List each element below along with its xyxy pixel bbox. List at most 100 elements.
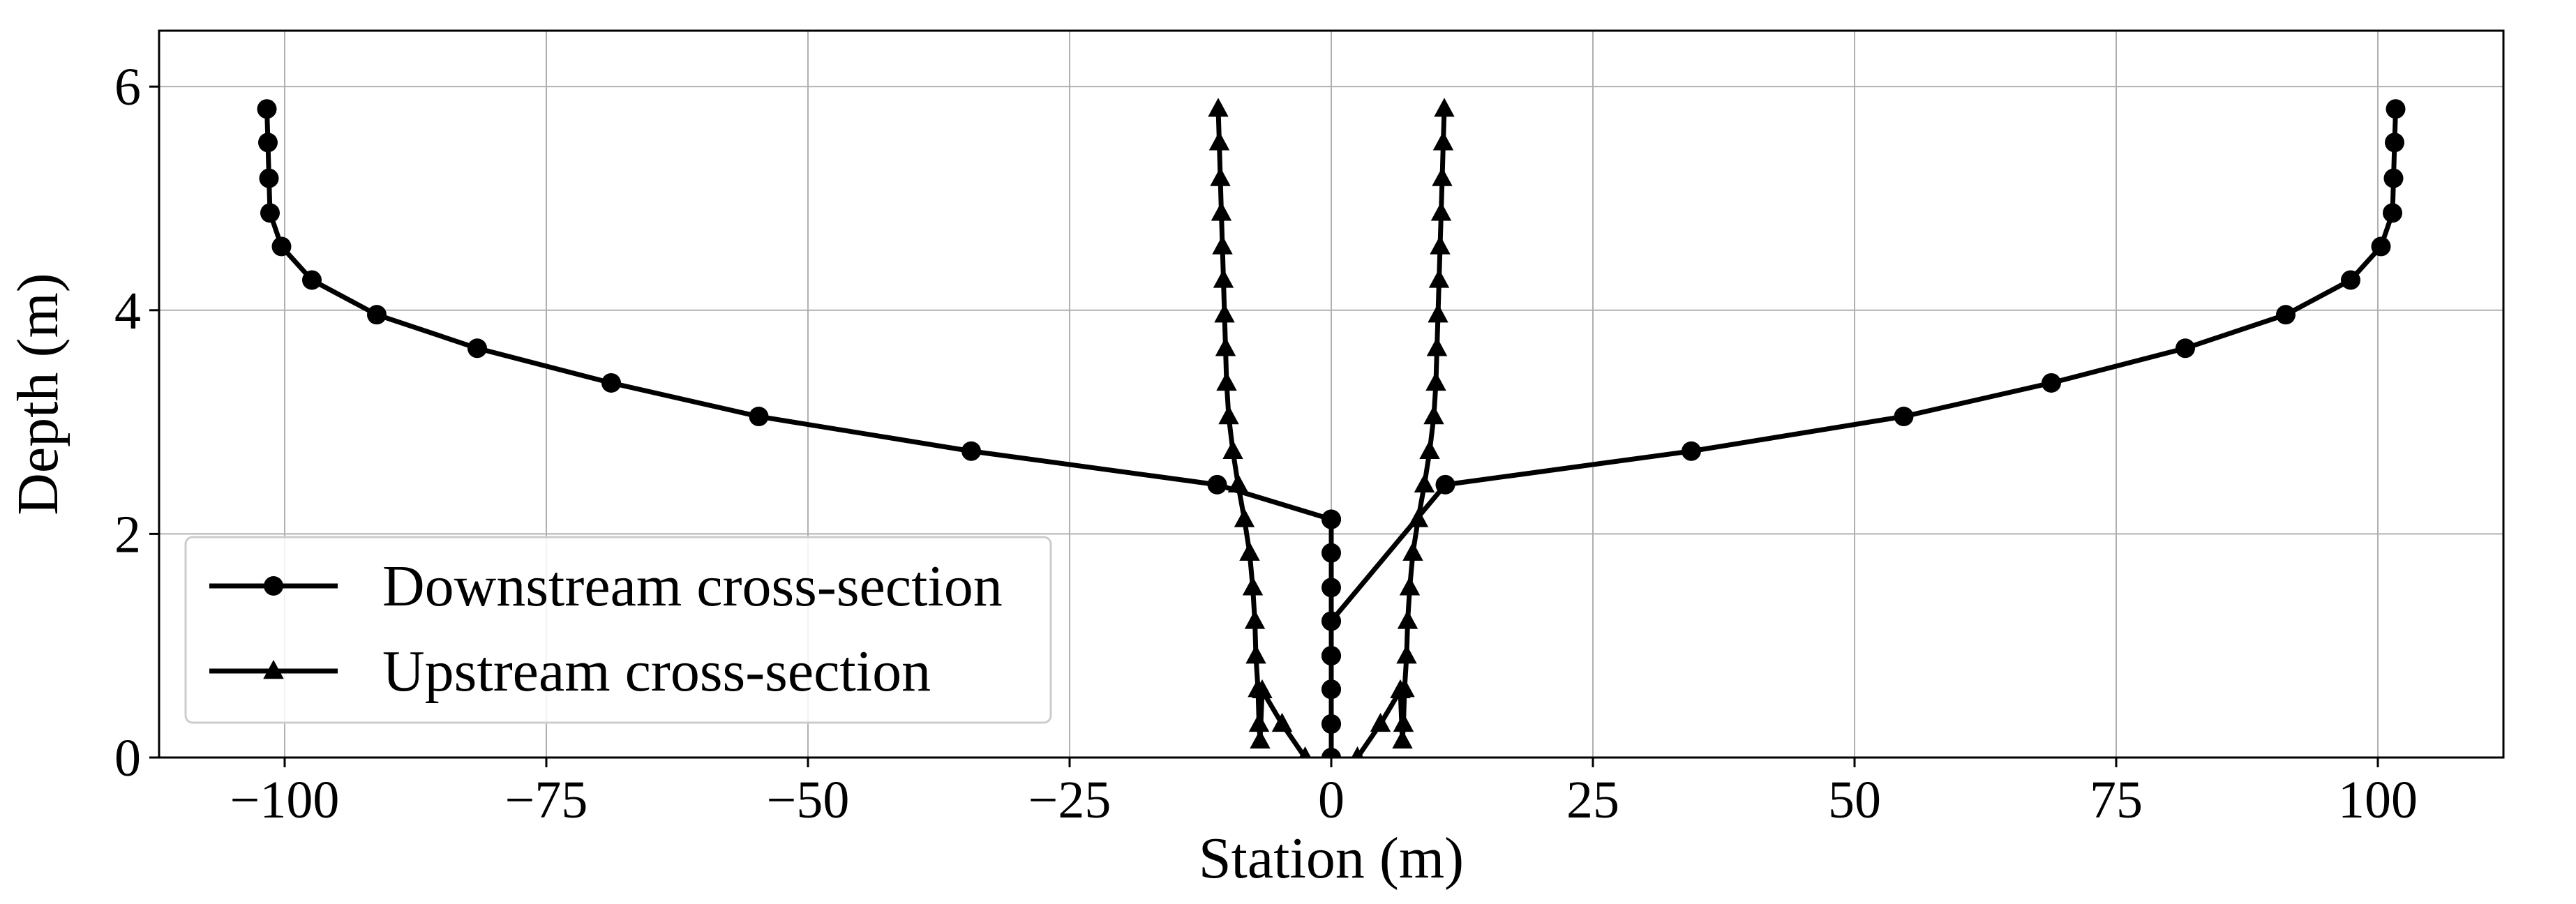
x-tick-label: −25 (1028, 771, 1111, 829)
data-point (271, 236, 292, 257)
legend-triangle-marker (263, 660, 284, 679)
data-point (1214, 303, 1235, 323)
y-tick-label: 0 (114, 729, 141, 788)
data-point (1321, 611, 1341, 631)
data-point (1321, 578, 1341, 598)
data-point (1210, 167, 1231, 186)
data-point (1213, 269, 1234, 288)
series-line (1215, 106, 1447, 758)
legend-entry-upstream: Upstream cross-section (209, 639, 931, 704)
data-point (1370, 712, 1391, 732)
data-point (1435, 474, 1455, 495)
data-point (1434, 98, 1455, 117)
data-point (1430, 235, 1451, 255)
data-point (1244, 610, 1266, 629)
data-point (1402, 541, 1423, 561)
data-point (961, 441, 981, 461)
data-point (1321, 543, 1341, 563)
legend-entry-downstream: Downstream cross-section (209, 554, 1003, 619)
data-point (1425, 371, 1446, 391)
x-tick-label: 100 (2338, 771, 2418, 829)
data-point (1250, 729, 1271, 749)
legend-marker-circle (264, 576, 283, 596)
data-point (257, 99, 277, 119)
data-point (1212, 235, 1233, 255)
series-downstream (257, 99, 2406, 758)
data-point (1208, 98, 1229, 117)
x-tick-label: 50 (1828, 771, 1881, 829)
data-point (1394, 678, 1415, 698)
data-point (1215, 337, 1236, 356)
x-tick-label: −100 (230, 771, 340, 829)
data-point (367, 305, 387, 325)
data-point (259, 168, 279, 188)
legend-circle-marker (264, 576, 283, 596)
data-point (1218, 405, 1239, 425)
data-point (1428, 269, 1450, 288)
data-point (1242, 576, 1264, 596)
data-point (258, 133, 278, 153)
data-point (2383, 168, 2404, 188)
data-point (601, 372, 621, 393)
x-tick-label: 25 (1566, 771, 1619, 829)
data-point (1222, 439, 1243, 459)
data-point (2042, 372, 2061, 393)
data-point (1426, 337, 1448, 356)
data-point (1397, 610, 1418, 629)
data-point (1248, 712, 1270, 732)
data-point (1430, 202, 1452, 221)
x-tick-label: −50 (767, 771, 850, 829)
data-point (1407, 508, 1429, 527)
y-tick-label: 6 (114, 58, 141, 116)
series-upstream (1208, 98, 1455, 758)
data-point (1351, 746, 1364, 758)
data-point (260, 203, 280, 223)
data-point (1392, 729, 1413, 749)
data-point (1245, 645, 1266, 664)
data-point (467, 338, 487, 359)
data-point (1894, 407, 1914, 427)
data-point (1432, 167, 1453, 186)
series-line (264, 106, 2398, 758)
data-point (1239, 541, 1260, 561)
y-tick-label: 4 (114, 282, 141, 340)
legend-label-downstream: Downstream cross-section (382, 554, 1003, 619)
axis-ticks: −100 −75 −50 −25 0 25 50 75 100 0 2 4 6 (114, 58, 2418, 829)
data-point (2276, 305, 2296, 325)
legend-marker-triangle (263, 660, 284, 679)
legend: Downstream cross-section Upstream cross-… (184, 536, 1052, 724)
legend-box (184, 536, 1052, 724)
x-tick-label: 0 (1318, 771, 1345, 829)
data-point (1271, 712, 1293, 732)
data-point (1216, 371, 1237, 391)
x-tick-label: 75 (2090, 771, 2143, 829)
data-point (1207, 474, 1227, 495)
data-point (1428, 303, 1448, 323)
data-point (2386, 99, 2406, 119)
data-point (2383, 203, 2402, 223)
data-point (1682, 441, 1701, 461)
x-axis-label: Station (m) (1199, 826, 1464, 891)
data-point (1419, 439, 1440, 459)
data-point (2341, 270, 2360, 290)
data-point (1252, 679, 1273, 699)
data-point (1321, 748, 1341, 758)
data-point (1393, 712, 1414, 732)
y-axis-label: Depth (m) (6, 273, 70, 515)
data-point (1227, 473, 1249, 493)
data-point (1298, 746, 1312, 758)
y-tick-label: 2 (114, 505, 141, 564)
data-point (1399, 576, 1421, 596)
data-point (1208, 131, 1230, 151)
data-point (2371, 236, 2391, 257)
data-point (1396, 645, 1417, 664)
data-point (1414, 473, 1435, 493)
data-point (1211, 202, 1232, 221)
data-point (1432, 131, 1454, 151)
data-point (1321, 679, 1341, 700)
data-point (2385, 133, 2404, 153)
data-point (749, 407, 769, 427)
x-tick-label: −75 (505, 771, 588, 829)
series-layer (257, 98, 2406, 758)
